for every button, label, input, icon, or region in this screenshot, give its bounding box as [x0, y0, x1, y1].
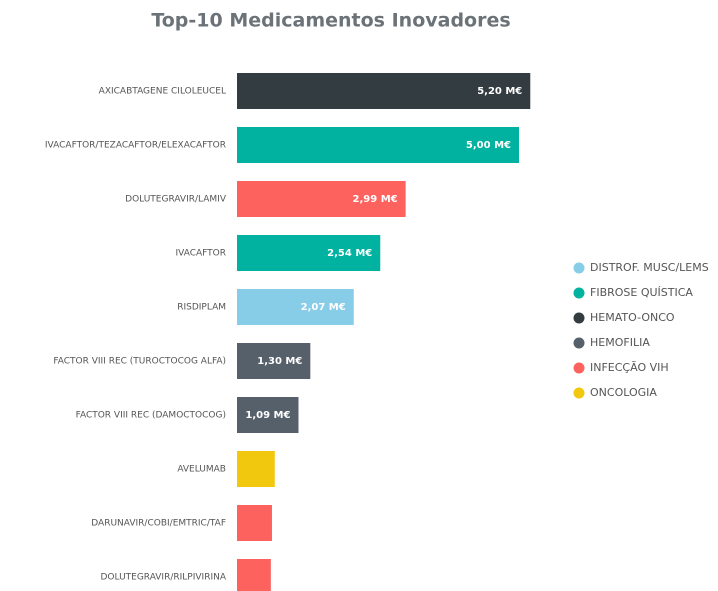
legend-label: HEMATO-ONCO: [590, 311, 675, 324]
legend-swatch: [573, 387, 585, 399]
bar: [237, 505, 272, 541]
bar: [237, 73, 531, 109]
legend-label: ONCOLOGIA: [590, 386, 657, 399]
chart-title: Top-10 Medicamentos Inovadores: [151, 10, 510, 32]
legend-swatch: [573, 312, 585, 324]
value-label: 2,54 M€: [327, 248, 372, 259]
value-label: 1,09 M€: [245, 410, 290, 421]
bar: [237, 181, 406, 217]
legend-swatch: [573, 287, 585, 299]
bar: [237, 127, 519, 163]
bar: [237, 559, 271, 591]
category-label: RISDIPLAM: [177, 303, 226, 313]
bar: [237, 343, 311, 379]
value-label: 2,07 M€: [301, 302, 346, 313]
category-label: IVACAFTOR: [175, 249, 226, 259]
category-label: IVACAFTOR/TEZACAFTOR/ELEXACAFTOR: [45, 141, 226, 151]
bar: [237, 289, 354, 325]
category-label: DARUNAVIR/COBI/EMTRIC/TAF: [91, 519, 226, 529]
value-label: 1,30 M€: [257, 356, 302, 367]
legend-label: DISTROF. MUSC/LEMS: [590, 261, 709, 274]
bar: [237, 451, 275, 487]
value-label: 2,99 M€: [353, 194, 398, 205]
legend-label: FIBROSE QUÍSTICA: [590, 286, 693, 299]
category-label: DOLUTEGRAVIR/RILPIVIRINA: [100, 573, 226, 583]
category-label: DOLUTEGRAVIR/LAMIV: [125, 195, 227, 205]
category-label: AVELUMAB: [177, 465, 226, 475]
legend-label: INFECÇÃO VIH: [590, 361, 669, 374]
legend-swatch: [573, 362, 585, 374]
bar: [237, 397, 299, 433]
legend-swatch: [573, 337, 585, 349]
legend-swatch: [573, 262, 585, 274]
legend-label: HEMOFILIA: [590, 336, 650, 349]
bar: [237, 235, 381, 271]
category-label: FACTOR VIII REC (DAMOCTOCOG): [76, 411, 226, 421]
category-label: FACTOR VIII REC (TUROCTOCOG ALFA): [53, 357, 226, 367]
category-label: AXICABTAGENE CILOLEUCEL: [99, 87, 226, 97]
value-label: 5,00 M€: [466, 140, 511, 151]
value-label: 5,20 M€: [477, 86, 522, 97]
